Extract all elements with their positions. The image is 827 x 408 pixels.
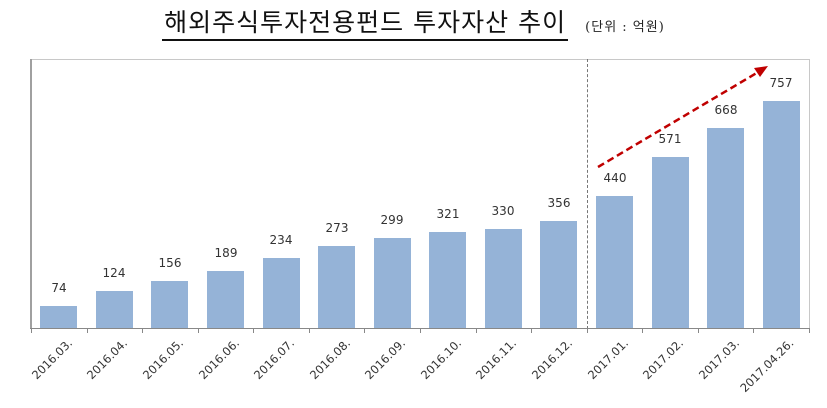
bar xyxy=(485,229,522,328)
data-label: 356 xyxy=(547,196,571,210)
plot-area xyxy=(31,59,810,329)
data-label: 757 xyxy=(769,76,793,90)
chart-title: 해외주식투자전용펀드 투자자산 추이 xyxy=(162,8,569,41)
bar xyxy=(151,281,188,328)
x-axis-tick xyxy=(753,328,754,333)
bar xyxy=(652,157,689,328)
unit-label: (단위 : 억원) xyxy=(585,20,665,35)
bar xyxy=(40,306,77,328)
data-label: 156 xyxy=(158,256,182,270)
data-label: 299 xyxy=(380,213,404,227)
bar xyxy=(207,271,244,328)
data-label: 330 xyxy=(491,204,515,218)
data-label: 571 xyxy=(658,132,682,146)
x-axis-tick xyxy=(809,328,810,333)
data-label: 321 xyxy=(436,207,460,221)
x-axis-tick xyxy=(364,328,365,333)
x-axis-tick xyxy=(31,328,32,333)
data-label: 74 xyxy=(51,281,67,295)
bar xyxy=(596,196,633,328)
bar xyxy=(707,128,744,328)
x-axis-tick xyxy=(142,328,143,333)
x-axis-tick xyxy=(198,328,199,333)
x-axis-tick xyxy=(476,328,477,333)
data-label: 273 xyxy=(325,221,349,235)
bar xyxy=(374,238,411,328)
x-axis-tick xyxy=(531,328,532,333)
data-label: 668 xyxy=(714,103,738,117)
data-label: 189 xyxy=(214,246,238,260)
period-divider-line xyxy=(587,59,588,329)
data-label: 124 xyxy=(102,266,126,280)
x-axis-tick xyxy=(587,328,588,333)
bar xyxy=(763,101,800,328)
x-axis-tick xyxy=(309,328,310,333)
x-axis-tick xyxy=(642,328,643,333)
bar xyxy=(429,232,466,328)
chart-header: 해외주식투자전용펀드 투자자산 추이 (단위 : 억원) xyxy=(0,8,827,41)
y-axis xyxy=(30,59,32,329)
x-axis-tick xyxy=(698,328,699,333)
bar xyxy=(540,221,577,328)
data-label: 234 xyxy=(269,233,293,247)
x-axis-tick xyxy=(87,328,88,333)
x-axis-tick xyxy=(253,328,254,333)
bar xyxy=(263,258,300,328)
x-axis-tick xyxy=(420,328,421,333)
data-label: 440 xyxy=(603,171,627,185)
bar xyxy=(96,291,133,328)
bar xyxy=(318,246,355,328)
